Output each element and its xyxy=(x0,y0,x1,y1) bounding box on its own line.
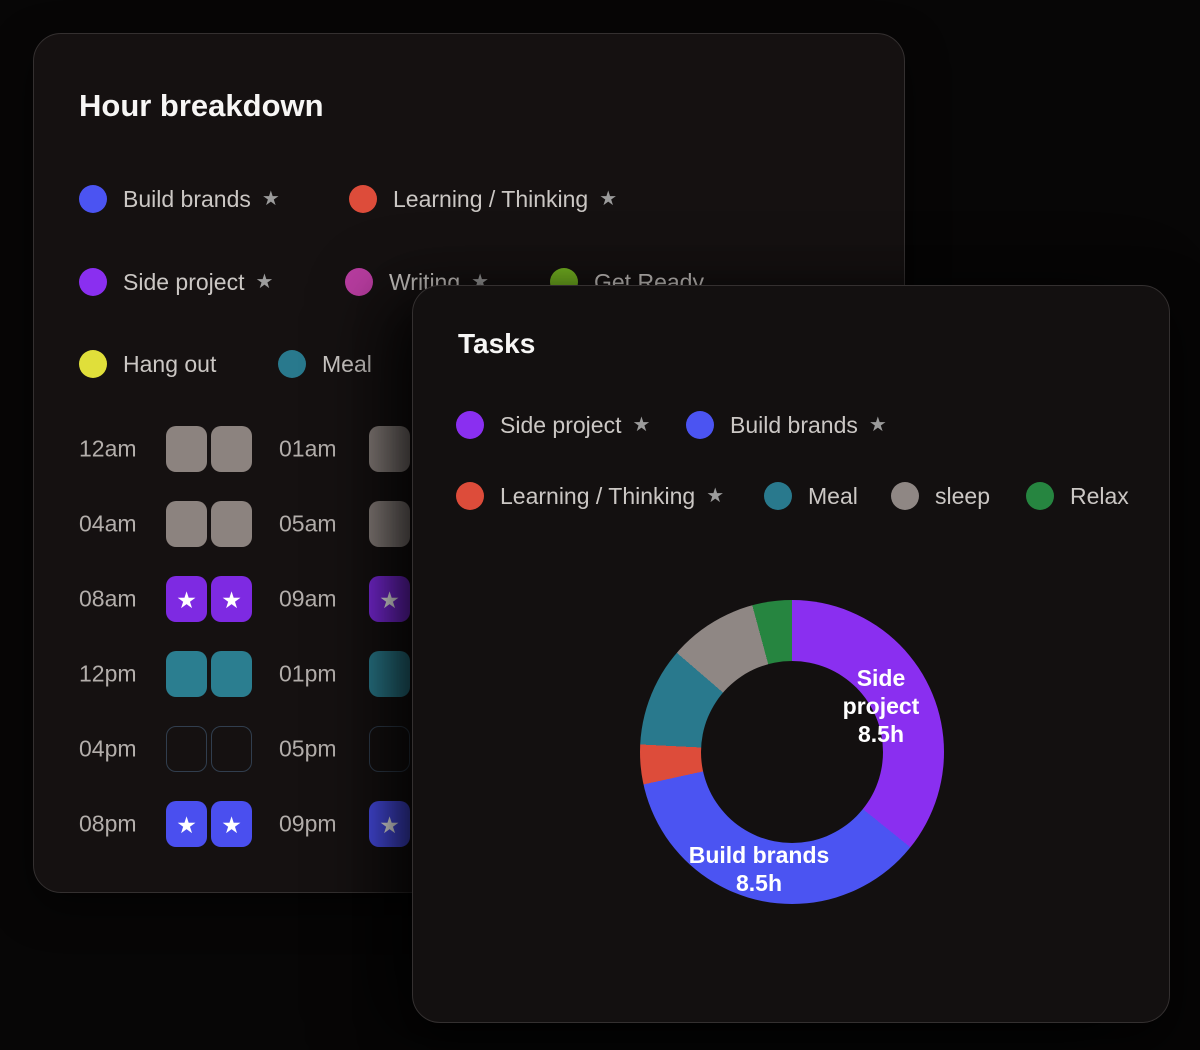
star-icon: ★ xyxy=(221,811,242,838)
hour-label-04pm: 04pm xyxy=(79,735,137,762)
hour-cell-01pm-1-meal[interactable] xyxy=(369,651,410,697)
hour-cell-01am-1-sleep[interactable] xyxy=(369,426,410,472)
hour-cell-09am-1-side-project[interactable]: ★ xyxy=(369,576,410,622)
legend-item-side-project[interactable]: Side project ★ xyxy=(79,268,273,296)
star-icon: ★ xyxy=(379,586,400,613)
legend-color-dot-build-brands xyxy=(79,185,107,213)
hour-label-08am: 08am xyxy=(79,585,137,612)
hour-label-12am: 12am xyxy=(79,435,137,462)
hour-label-08pm: 08pm xyxy=(79,810,137,837)
star-icon: ★ xyxy=(632,414,651,436)
tasks-title: Tasks xyxy=(458,328,536,359)
tasks-card: Tasks Side project ★ Build brands ★ Learning… xyxy=(412,285,1170,1023)
hour-cell-05am-1-sleep[interactable] xyxy=(369,501,410,547)
legend-color-dot-side-project xyxy=(79,268,107,296)
legend-color-dot-sleep xyxy=(891,482,919,510)
hour-label-05am: 05am xyxy=(279,510,337,537)
legend-item-learning-thinking[interactable]: Learning / Thinking ★ xyxy=(456,482,724,510)
hour-breakdown-title: Hour breakdown xyxy=(79,88,324,123)
legend-item-build-brands[interactable]: Build brands ★ xyxy=(79,185,280,213)
legend-item-sleep[interactable]: sleep xyxy=(891,482,990,510)
donut-hole xyxy=(701,661,883,843)
hour-cell-12am-1-sleep[interactable] xyxy=(166,426,207,472)
hour-cell-12pm-2-meal[interactable] xyxy=(211,651,252,697)
legend-item-side-project[interactable]: Side project ★ xyxy=(456,411,650,439)
legend-color-dot-learning-thinking xyxy=(456,482,484,510)
hour-cell-04am-2-sleep[interactable] xyxy=(211,501,252,547)
hour-label-09pm: 09pm xyxy=(279,810,337,837)
hour-cell-04am-1-sleep[interactable] xyxy=(166,501,207,547)
legend-color-dot-meal xyxy=(278,350,306,378)
legend-label-hang-out: Hang out xyxy=(123,350,217,377)
legend-item-relax[interactable]: Relax xyxy=(1026,482,1129,510)
star-icon: ★ xyxy=(599,188,618,210)
star-icon: ★ xyxy=(706,485,725,507)
hour-label-01pm: 01pm xyxy=(279,660,337,687)
hour-cell-08pm-2-build-brands[interactable]: ★ xyxy=(211,801,252,847)
legend-label-build-brands: Build brands xyxy=(123,185,251,212)
hour-cell-08pm-1-build-brands[interactable]: ★ xyxy=(166,801,207,847)
tasks-donut-wrap xyxy=(640,600,944,904)
legend-label-learning-thinking: Learning / Thinking xyxy=(393,185,589,212)
legend-color-dot-meal xyxy=(764,482,792,510)
legend-label-side-project: Side project xyxy=(500,411,622,438)
star-icon: ★ xyxy=(176,586,197,613)
legend-item-meal[interactable]: Meal xyxy=(278,350,372,378)
legend-color-dot-build-brands xyxy=(686,411,714,439)
hour-cell-05pm-1-empty[interactable] xyxy=(369,726,410,772)
star-icon: ★ xyxy=(255,271,274,293)
legend-label-side-project: Side project xyxy=(123,268,245,295)
hour-cell-04pm-2-empty[interactable] xyxy=(211,726,252,772)
hour-cell-09pm-1-build-brands[interactable]: ★ xyxy=(369,801,410,847)
legend-color-dot-writing xyxy=(345,268,373,296)
legend-item-learning-thinking[interactable]: Learning / Thinking ★ xyxy=(349,185,617,213)
star-icon: ★ xyxy=(176,811,197,838)
legend-label-build-brands: Build brands xyxy=(730,411,858,438)
legend-label-meal: Meal xyxy=(322,350,372,377)
hour-label-09am: 09am xyxy=(279,585,337,612)
star-icon: ★ xyxy=(379,811,400,838)
hour-label-05pm: 05pm xyxy=(279,735,337,762)
hour-label-04am: 04am xyxy=(79,510,137,537)
hour-cell-08am-2-side-project[interactable]: ★ xyxy=(211,576,252,622)
legend-color-dot-hang-out xyxy=(79,350,107,378)
legend-label-relax: Relax xyxy=(1070,482,1129,509)
hour-cell-12am-2-sleep[interactable] xyxy=(211,426,252,472)
star-icon: ★ xyxy=(261,188,280,210)
legend-color-dot-relax xyxy=(1026,482,1054,510)
legend-label-sleep: sleep xyxy=(935,482,990,509)
hour-label-01am: 01am xyxy=(279,435,337,462)
legend-item-hang-out[interactable]: Hang out xyxy=(79,350,216,378)
legend-label-learning-thinking: Learning / Thinking xyxy=(500,482,696,509)
hour-cell-04pm-1-empty[interactable] xyxy=(166,726,207,772)
legend-item-build-brands[interactable]: Build brands ★ xyxy=(686,411,887,439)
legend-item-meal[interactable]: Meal xyxy=(764,482,858,510)
hour-cell-12pm-1-meal[interactable] xyxy=(166,651,207,697)
hour-cell-08am-1-side-project[interactable]: ★ xyxy=(166,576,207,622)
legend-color-dot-side-project xyxy=(456,411,484,439)
legend-label-meal: Meal xyxy=(808,482,858,509)
hour-label-12pm: 12pm xyxy=(79,660,137,687)
star-icon: ★ xyxy=(221,586,242,613)
legend-color-dot-learning-thinking xyxy=(349,185,377,213)
star-icon: ★ xyxy=(868,414,887,436)
